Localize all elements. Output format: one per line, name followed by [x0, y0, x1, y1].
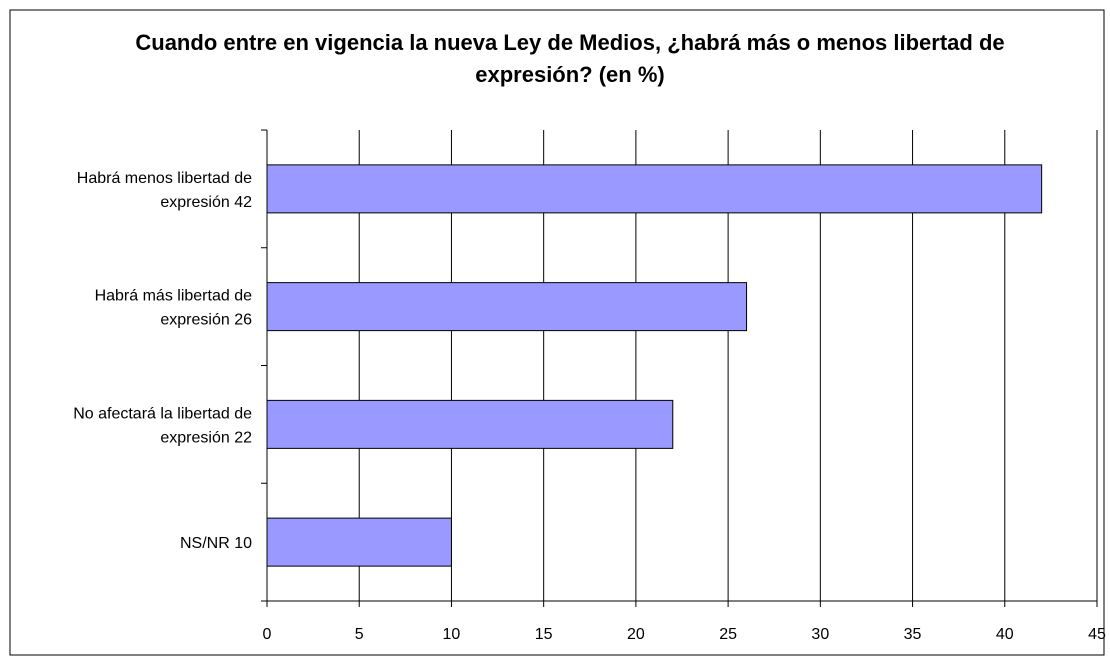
- bar: [266, 517, 452, 567]
- y-tick-label: Habrá menos libertad de expresión 42: [77, 170, 252, 211]
- x-tick-label: 5: [355, 626, 364, 643]
- x-tick-label: 0: [263, 626, 272, 643]
- x-tick-label: 25: [719, 626, 737, 643]
- x-tick-label: 30: [811, 626, 829, 643]
- bar: [266, 164, 1043, 214]
- x-tick-label: 40: [996, 626, 1014, 643]
- bar: [266, 282, 748, 332]
- chart-frame: [9, 9, 1105, 656]
- chart-title: Cuando entre en vigencia la nueva Ley de…: [135, 30, 1004, 87]
- y-tick-label: Habrá más libertad de expresión 26: [95, 288, 253, 329]
- x-tick-label: 10: [443, 626, 461, 643]
- x-tick-label: 35: [904, 626, 922, 643]
- x-tick-label: 15: [535, 626, 553, 643]
- y-tick-label: NS/NR 10: [180, 535, 252, 552]
- bar: [266, 399, 674, 449]
- x-tick-label: 20: [627, 626, 645, 643]
- y-tick-label: No afectará la libertad de expresión 22: [73, 405, 252, 446]
- x-tick-label: 45: [1088, 626, 1106, 643]
